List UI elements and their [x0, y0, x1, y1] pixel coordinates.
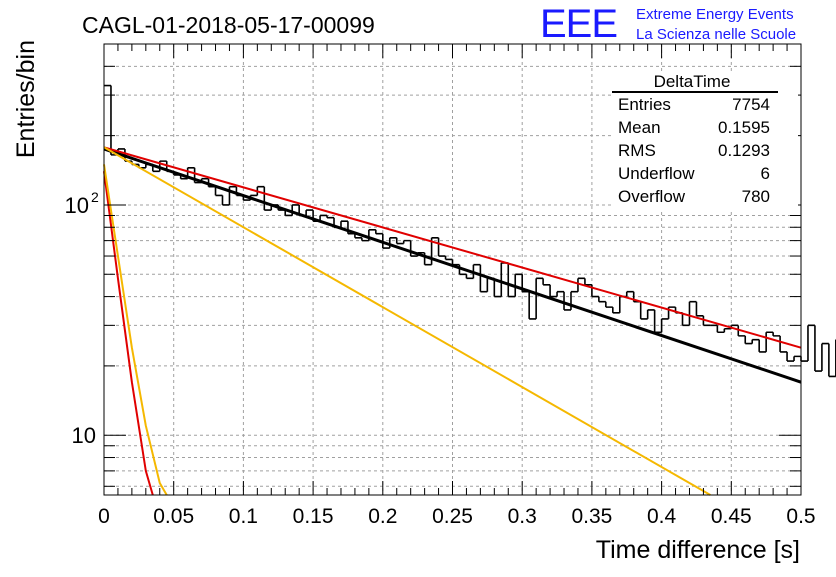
x-tick-label: 0.2 — [368, 505, 397, 528]
stats-label-underflow: Underflow — [618, 164, 695, 183]
logo-line2: La Scienza nelle Scuole — [636, 26, 796, 43]
x-tick-label: 0.1 — [229, 505, 258, 528]
y-tick-label-exponent: 2 — [91, 189, 99, 205]
stats-label-overflow: Overflow — [618, 187, 686, 206]
x-tick-label: 0 — [98, 505, 110, 528]
x-tick-label: 0.5 — [786, 505, 815, 528]
stats-label-rms: RMS — [618, 141, 656, 160]
stats-value-underflow: 6 — [761, 164, 770, 183]
chart-title: CAGL-01-2018-05-17-00099 — [82, 12, 375, 38]
stats-value-rms: 0.1293 — [718, 141, 770, 160]
stats-box: DeltaTime Entries 7754 Mean 0.1595 RMS 0… — [612, 72, 798, 210]
stats-value-entries: 7754 — [732, 95, 770, 114]
x-tick-label: 0.35 — [571, 505, 612, 528]
y-axis-label: Entries/bin — [12, 40, 40, 158]
logo-mark: EEE — [540, 2, 617, 46]
stats-label-mean: Mean — [618, 118, 661, 137]
x-tick-label: 0.4 — [647, 505, 677, 528]
x-tick-label: 0.25 — [432, 505, 473, 528]
y-tick-label: 10 — [65, 193, 89, 218]
x-tick-label: 0.05 — [153, 505, 194, 528]
x-tick-label: 0.3 — [508, 505, 537, 528]
stats-title: DeltaTime — [654, 72, 731, 91]
x-axis-label: Time difference [s] — [596, 536, 800, 564]
stats-label-entries: Entries — [618, 95, 671, 114]
stats-value-overflow: 780 — [742, 187, 770, 206]
stats-value-mean: 0.1595 — [718, 118, 770, 137]
x-tick-label: 0.45 — [711, 505, 752, 528]
y-tick-label: 10 — [72, 423, 96, 448]
logo-line1: Extreme Energy Events — [636, 6, 794, 23]
x-tick-label: 0.15 — [293, 505, 334, 528]
